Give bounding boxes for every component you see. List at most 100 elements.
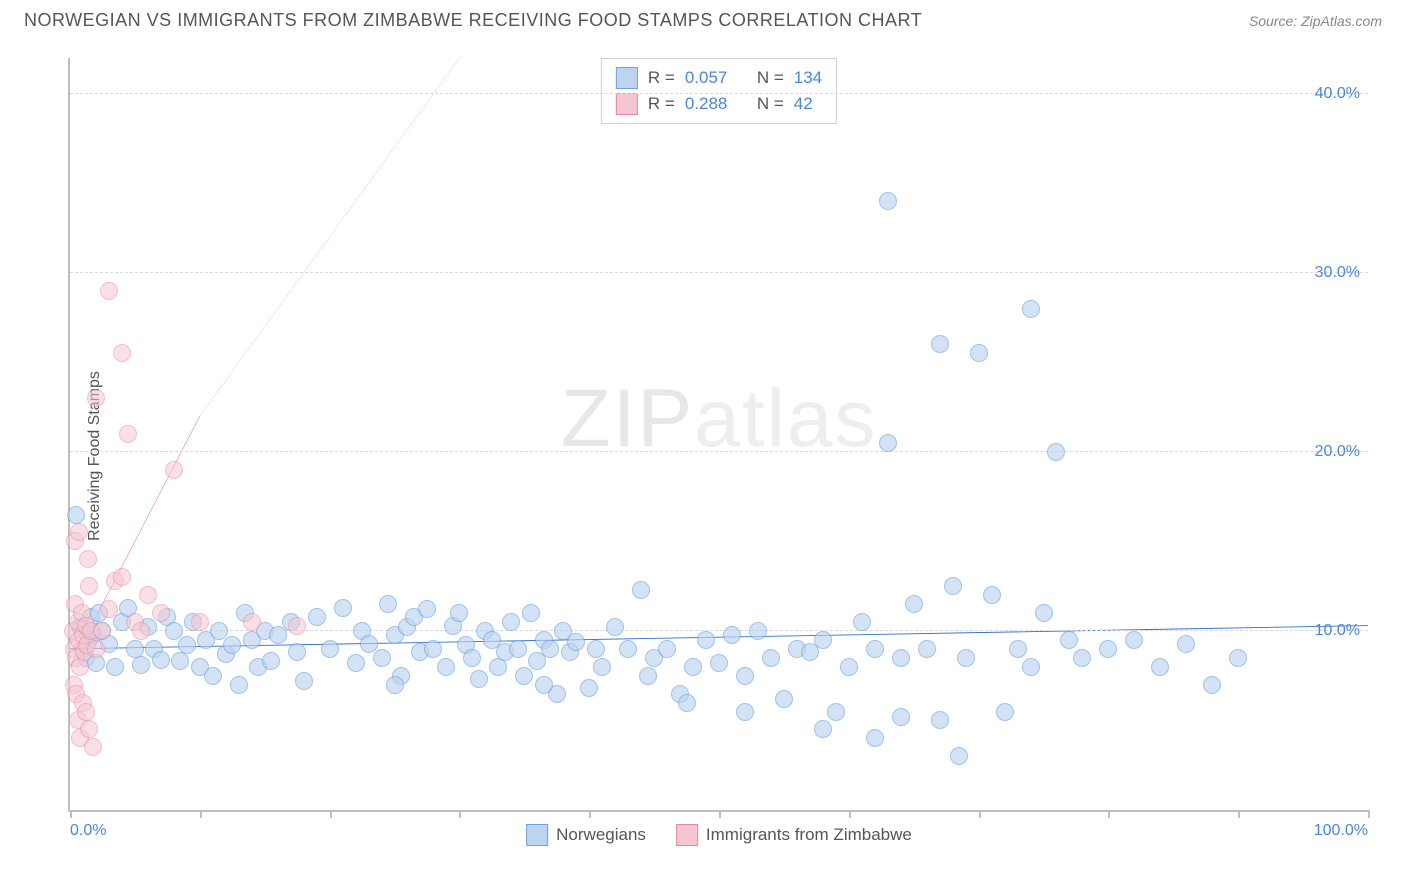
gridline-h [70,93,1368,94]
scatter-point [77,649,95,667]
scatter-point [593,658,611,676]
scatter-point [67,649,85,667]
scatter-point [64,622,82,640]
scatter-point [87,654,105,672]
r-value-2: 0.288 [685,94,728,114]
scatter-point [75,643,93,661]
scatter-point [77,617,95,635]
scatter-point [632,581,650,599]
scatter-point [106,572,124,590]
scatter-point [165,461,183,479]
scatter-point [424,640,442,658]
scatter-point [191,658,209,676]
scatter-point [79,550,97,568]
scatter-point [70,523,88,541]
scatter-point [84,738,102,756]
scatter-point [496,643,514,661]
legend-swatch-pink [676,824,698,846]
scatter-point [353,622,371,640]
scatter-point [139,618,157,636]
scatter-point [90,604,108,622]
y-tick-label: 30.0% [1315,264,1360,282]
scatter-point [69,711,87,729]
scatter-point [411,643,429,661]
scatter-point [126,613,144,631]
stats-row-series-1: R = 0.057 N = 134 [616,65,822,91]
scatter-point [165,622,183,640]
scatter-point [619,640,637,658]
scatter-point [84,626,102,644]
scatter-point [71,729,89,747]
scatter-point [288,617,306,635]
scatter-point [710,654,728,672]
gridline-h [70,451,1368,452]
scatter-point [145,640,163,658]
scatter-point [71,618,89,636]
x-tick [589,810,591,818]
scatter-point [256,622,274,640]
scatter-point [1035,604,1053,622]
scatter-point [80,631,98,649]
swatch-blue [616,67,638,89]
x-tick [459,810,461,818]
scatter-point [554,622,572,640]
scatter-point [1022,658,1040,676]
scatter-point [1203,676,1221,694]
stats-row-series-2: R = 0.288 N = 42 [616,91,822,117]
scatter-point [100,600,118,618]
scatter-point [77,703,95,721]
scatter-point [1009,640,1027,658]
scatter-point [386,676,404,694]
scatter-point [879,434,897,452]
scatter-point [398,618,416,636]
scatter-point [723,626,741,644]
scatter-point [269,626,287,644]
scatter-point [1151,658,1169,676]
scatter-point [918,640,936,658]
scatter-point [509,640,527,658]
scatter-point [93,622,111,640]
scatter-point [561,643,579,661]
scatter-point [78,636,96,654]
scatter-point [970,344,988,362]
scatter-point [65,676,83,694]
scatter-point [249,658,267,676]
scatter-point [944,577,962,595]
scatter-point [476,622,494,640]
scatter-point [67,506,85,524]
scatter-point [639,667,657,685]
scatter-point [502,613,520,631]
scatter-point [80,720,98,738]
trend-lines [70,58,1368,810]
source-attribution: Source: ZipAtlas.com [1249,13,1382,29]
scatter-point [392,667,410,685]
scatter-point [996,703,1014,721]
x-tick [1238,810,1240,818]
scatter-point [100,282,118,300]
scatter-point [204,667,222,685]
scatter-point [1073,649,1091,667]
scatter-point [74,626,92,644]
scatter-point [762,649,780,667]
scatter-point [892,708,910,726]
y-tick-label: 40.0% [1315,85,1360,103]
stats-legend-box: R = 0.057 N = 134 R = 0.288 N = 42 [601,58,837,124]
chart-container: Receiving Food Stamps ZIPatlas R = 0.057… [20,50,1386,862]
x-tick [979,810,981,818]
scatter-point [671,685,689,703]
scatter-point [66,595,84,613]
scatter-point [71,658,89,676]
x-tick [330,810,332,818]
chart-title: NORWEGIAN VS IMMIGRANTS FROM ZIMBABWE RE… [24,10,922,31]
gridline-h [70,630,1368,631]
n-value-2: 42 [794,94,813,114]
scatter-point [373,649,391,667]
scatter-point [736,667,754,685]
scatter-point [1099,640,1117,658]
scatter-point [152,604,170,622]
scatter-point [470,670,488,688]
scatter-point [379,595,397,613]
scatter-point [775,690,793,708]
scatter-point [749,622,767,640]
scatter-point [645,649,663,667]
